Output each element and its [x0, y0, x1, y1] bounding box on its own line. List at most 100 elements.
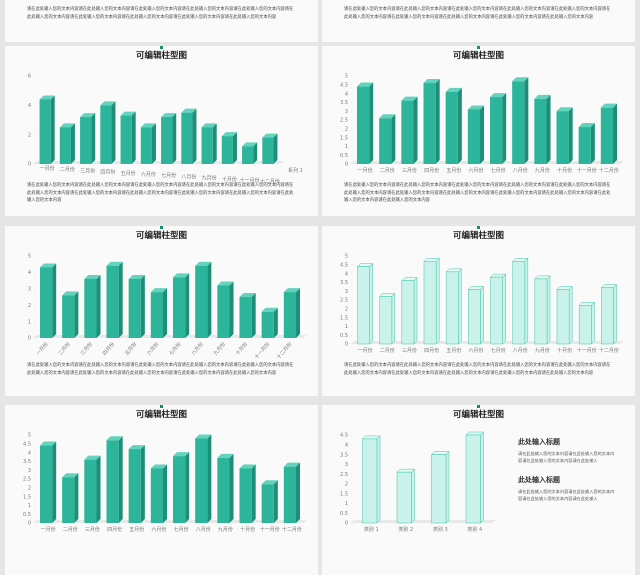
- bar-side: [185, 273, 190, 338]
- x-tick-label: 九月份: [535, 347, 550, 354]
- bar-top: [578, 302, 595, 306]
- x-tick-label: 一月份: [41, 526, 56, 533]
- bar-side: [296, 462, 301, 523]
- chart: 0 0.5 1 1.5 2 2.5 3 3.5 4 4.5 5 一月份 二月份 三月份 四月份 五月份 六月份 七…: [23, 433, 307, 533]
- x-tick-label: 二月份: [380, 347, 395, 354]
- y-tick-label: 3: [345, 109, 348, 115]
- bar: [195, 438, 208, 523]
- y-tick-label: 4: [345, 271, 348, 277]
- bar-side: [391, 114, 396, 164]
- bar: [379, 296, 393, 345]
- bar-top: [467, 286, 485, 290]
- bar-side: [185, 452, 190, 523]
- bar-side: [52, 263, 57, 338]
- bar-side: [591, 301, 595, 345]
- y-tick-label: 4: [28, 270, 31, 276]
- bar: [150, 292, 164, 338]
- chart: 0 0.5 1 1.5 2 2.5 3 3.5 4 4.5 5 一月份 二月份 三月份 四月份 五月份 六月份 七…: [340, 254, 624, 354]
- x-tick-label: 十一月份: [240, 177, 260, 184]
- bar-side: [163, 464, 168, 523]
- bar-top: [39, 263, 57, 268]
- y-tick-label: 3.5: [340, 280, 348, 286]
- bar-top: [467, 105, 485, 110]
- chart: 0 0.5 1 1.5 2 2.5 3 3.5 4 4.5 5 一月份 二月份 三月份 四月份 五月份 六月份 七…: [340, 74, 624, 174]
- x-tick-label: 四月份: [424, 347, 439, 354]
- bar-top: [39, 95, 55, 100]
- x-tick-label: 六月份: [468, 167, 483, 174]
- slide: 可编辑柱型图 0 0.5 1 1.5 2 2.5 3 3.5 4 4.5 5 一月份 二月份 三月份 四月份五…: [5, 405, 318, 575]
- bar: [217, 457, 230, 523]
- bar-side: [568, 285, 573, 345]
- y-tick-label: 0.5: [340, 153, 348, 159]
- bar-top: [556, 107, 573, 112]
- chart: 0 0.5 1 1.5 2 2.5 3 3.5 4 4.5 类别 1 类别 2 类别 3 类别 4: [340, 431, 496, 533]
- bar-side: [163, 288, 168, 338]
- body-text: 请在此处输入您的文本内容请在此处输入您的文本内容请在此处输入您的文本内容请在此处…: [344, 363, 611, 376]
- slide-marker: [477, 46, 480, 49]
- x-tick-label: 六月份: [141, 171, 156, 178]
- bar: [239, 468, 252, 523]
- x-tick-label: 三月份: [79, 341, 94, 357]
- bar: [261, 484, 274, 523]
- y-tick-label: 1: [28, 503, 31, 509]
- x-tick-label: 类别 3: [433, 526, 448, 533]
- x-tick-label: 九月份: [535, 167, 550, 174]
- floor: [33, 335, 307, 338]
- x-tick-label: 一月份: [35, 341, 50, 357]
- bar: [283, 292, 297, 338]
- bar: [362, 438, 378, 524]
- bar-top: [195, 261, 212, 266]
- bar: [401, 100, 414, 164]
- bar-top: [512, 77, 529, 82]
- bar: [172, 456, 186, 523]
- bar-side: [96, 274, 101, 338]
- bar: [106, 265, 119, 338]
- y-tick-label: 0.5: [23, 512, 31, 518]
- slide: 请在此处输入您的文本内容请在此处输入您的文本内容请在此处输入您的文本内容请在此处…: [5, 0, 318, 42]
- bar-side: [435, 79, 440, 164]
- bar-side: [413, 277, 418, 345]
- bar-top: [239, 293, 256, 297]
- body-text: 请在此处输入您的文本内容请在此处输入您的文本内容请在此处输入您的文本内容请在此处…: [27, 7, 294, 20]
- bar-side: [590, 123, 595, 164]
- bar-side: [613, 284, 617, 345]
- bar-side: [273, 307, 278, 338]
- bar: [468, 289, 481, 345]
- bar-top: [489, 93, 507, 98]
- y-tick-label: 4.5: [340, 433, 348, 439]
- bar-top: [396, 468, 416, 473]
- slide: 可编辑柱型图 请在此处输入您的文本内容请在此处输入您的文本内容请在此处输入您的文本…: [5, 46, 318, 216]
- x-tick-label: 类别 4: [467, 526, 482, 533]
- bar-side: [445, 450, 450, 524]
- y-tick-label: 1.5: [23, 494, 31, 500]
- bar-top: [556, 286, 573, 290]
- bar-top: [262, 133, 278, 138]
- bar-side: [96, 455, 101, 523]
- bar-top: [445, 268, 462, 273]
- y-tick-label: 5: [28, 433, 31, 439]
- x-tick-label: 九月份: [202, 175, 217, 182]
- y-tick-label: 1: [345, 144, 348, 150]
- y-tick-label: 3.5: [340, 100, 348, 106]
- bar: [172, 277, 186, 338]
- bar: [128, 278, 141, 338]
- body-text: 请在此处输入您的文本内容请在此处输入您的文本内容请在此处输入您的文本内容请在此处…: [344, 183, 611, 203]
- bar: [100, 105, 112, 164]
- bar-top: [201, 123, 217, 128]
- bar: [39, 99, 51, 164]
- bar-top: [489, 273, 507, 278]
- bar: [181, 112, 193, 164]
- floor: [33, 161, 284, 164]
- y-tick-label: 4: [345, 91, 348, 97]
- bar-top: [172, 273, 190, 278]
- bar: [401, 280, 415, 345]
- bar: [39, 267, 53, 338]
- x-tick-label: 七月份: [491, 347, 506, 354]
- bar: [423, 83, 436, 164]
- bar-top: [379, 293, 396, 297]
- y-tick-label: 2: [28, 132, 31, 138]
- bar-side: [118, 436, 123, 523]
- bar: [217, 285, 230, 338]
- bar-top: [242, 142, 258, 147]
- x-tick-label: 十二月份: [260, 178, 280, 185]
